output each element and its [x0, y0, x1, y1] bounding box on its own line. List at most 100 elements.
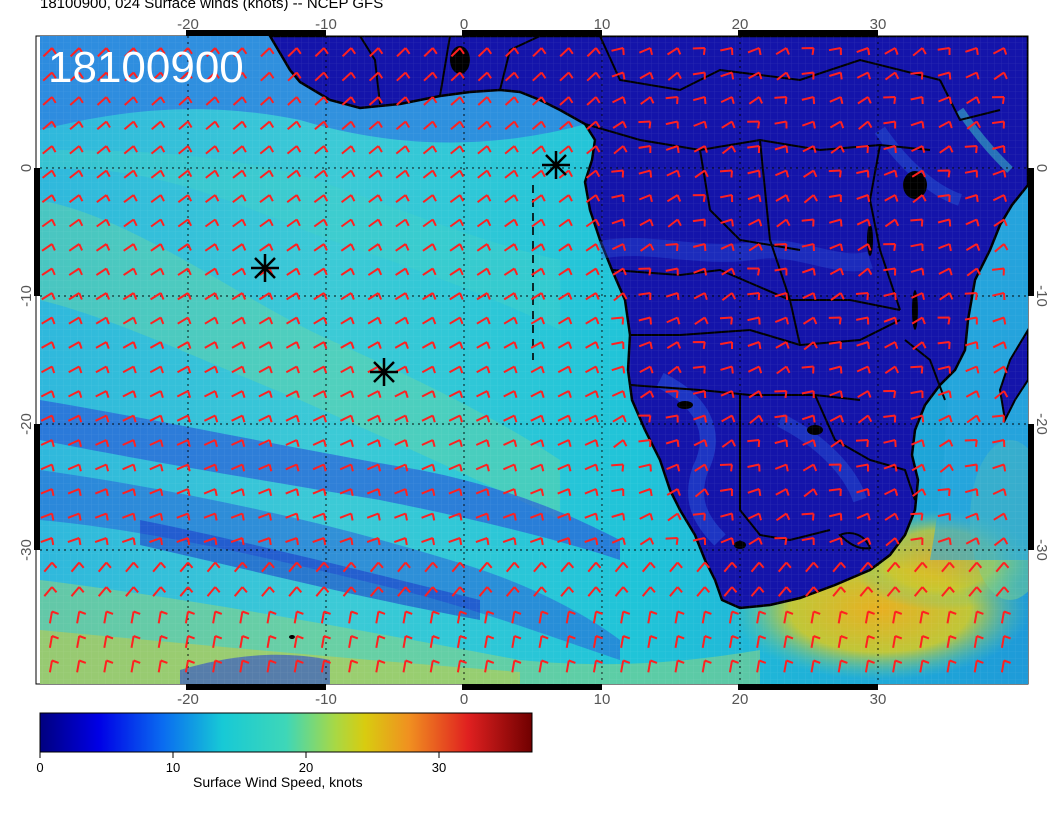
wind-barb [719, 463, 733, 472]
wind-barb [638, 414, 652, 423]
wind-barb [694, 488, 710, 498]
wind-barb [995, 586, 1010, 597]
wind-barb [258, 439, 273, 448]
wind-barb [584, 512, 599, 521]
wind-barb [314, 47, 329, 58]
wind-barb [130, 659, 141, 673]
wind-barb [747, 292, 761, 301]
wind-barb [397, 561, 411, 573]
wind-barb [259, 243, 274, 252]
wind-barb [747, 512, 762, 521]
wind-barb [176, 463, 191, 472]
wind-barb [151, 47, 166, 58]
left-lat-ticks: 0 -10 -20 -30 [18, 164, 35, 561]
lat-tick-label: -10 [1033, 285, 1050, 307]
wind-barb [205, 169, 220, 179]
wind-barb [558, 145, 574, 155]
wind-barb [611, 218, 626, 227]
wind-barb [531, 194, 546, 203]
wind-barb [449, 365, 464, 374]
wind-barb [964, 488, 979, 497]
wind-barb [67, 463, 82, 472]
wind-barb [911, 145, 926, 153]
wind-barb [530, 365, 545, 374]
wind-barb [747, 169, 761, 178]
wind-barb [96, 145, 111, 155]
wind-barb [285, 512, 300, 521]
wind-barb [559, 120, 574, 131]
wind-barb [150, 292, 165, 301]
wind-barb [42, 120, 57, 131]
wind-barb [586, 145, 601, 155]
wind-barb [611, 537, 626, 546]
wind-barb [992, 145, 1006, 154]
wind-barb [69, 47, 85, 58]
wind-barb [285, 439, 300, 448]
wind-barb [511, 635, 522, 648]
wind-barb [503, 365, 518, 374]
wind-barb [828, 47, 842, 56]
wind-barb [232, 218, 247, 228]
wind-barb [830, 145, 845, 154]
wind-barb [837, 610, 848, 624]
wind-barb [911, 169, 926, 178]
wind-barb [941, 586, 955, 597]
wind-barb [640, 96, 655, 105]
wind-barb [315, 561, 330, 573]
wind-barb [667, 512, 682, 522]
wind-barb [451, 561, 466, 573]
wind-barb [402, 610, 413, 624]
wind-barb [883, 169, 898, 178]
wind-barb [70, 561, 85, 573]
wind-barb [348, 610, 359, 624]
wind-barb [477, 120, 492, 131]
wind-barb [176, 390, 192, 398]
wind-barb [450, 120, 465, 131]
wind-barb [965, 71, 980, 80]
wind-barb [883, 145, 897, 154]
wind-barb [802, 316, 818, 325]
wind-barb [122, 463, 137, 472]
wind-barb [69, 96, 84, 106]
wind-barb [97, 47, 112, 58]
wind-barb [48, 610, 59, 624]
wind-barb [856, 488, 870, 497]
wind-barb [476, 267, 491, 276]
wind-barb [829, 218, 843, 227]
colorbar-tick: 20 [298, 760, 314, 775]
wind-barb [720, 71, 735, 80]
wind-barb [266, 659, 277, 673]
wind-barb [94, 537, 109, 546]
wind-barb [421, 463, 436, 472]
wind-barb [231, 267, 247, 276]
wind-barb [150, 218, 165, 228]
wind-barb [857, 267, 873, 277]
wind-barb [367, 316, 382, 325]
wind-barb [286, 267, 301, 276]
wind-barb [693, 120, 708, 129]
wind-barb [802, 145, 817, 153]
wind-barb [288, 586, 303, 597]
wind-barb [774, 145, 789, 154]
wind-barb [206, 586, 221, 597]
wind-barb [259, 218, 274, 228]
wind-barb [638, 267, 652, 276]
wind-barb [368, 169, 383, 179]
wind-barb [585, 341, 600, 349]
wind-barb [966, 267, 981, 277]
wind-barb [76, 659, 87, 673]
wind-barb [883, 120, 897, 129]
wind-barb [801, 47, 815, 56]
wind-barb [641, 586, 656, 597]
wind-barb [40, 512, 55, 521]
wind-barb [448, 537, 463, 546]
wind-barb [232, 71, 248, 82]
wind-barb [177, 316, 192, 325]
wind-barb [68, 341, 83, 349]
wind-barb [231, 292, 247, 301]
wind-barb [369, 47, 384, 58]
wind-barb [565, 610, 576, 624]
wind-barb [421, 341, 437, 349]
wind-barb [701, 610, 712, 624]
wind-barb [421, 439, 436, 448]
